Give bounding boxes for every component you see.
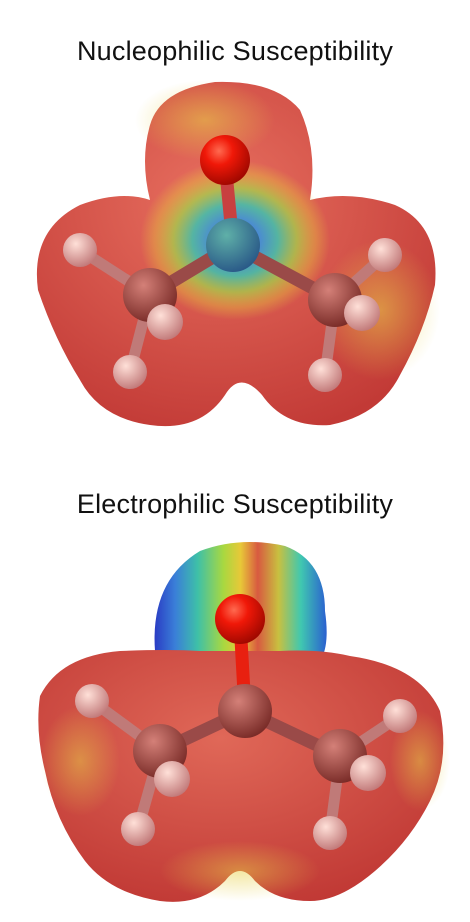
hydrogen-atom bbox=[154, 761, 190, 797]
carbon-atom bbox=[206, 218, 260, 272]
oxygen-atom bbox=[200, 135, 250, 185]
acetone-molecule-image bbox=[36, 80, 440, 427]
hydrogen-atom bbox=[383, 699, 417, 733]
acetone-molecule-image bbox=[38, 542, 450, 902]
hydrogen-atom bbox=[75, 684, 109, 718]
hydrogen-atom bbox=[368, 238, 402, 272]
hydrogen-atom bbox=[147, 304, 183, 340]
hydrogen-atom bbox=[344, 295, 380, 331]
oxygen-atom bbox=[215, 594, 265, 644]
hydrogen-atom bbox=[63, 233, 97, 267]
hydrogen-atom bbox=[350, 755, 386, 791]
electrophilic-panel: Electrophilic Susceptibility bbox=[0, 461, 470, 922]
panel-title: Electrophilic Susceptibility bbox=[76, 489, 394, 519]
hydrogen-atom bbox=[121, 812, 155, 846]
panel-title: Nucleophilic Susceptibility bbox=[76, 36, 394, 66]
hydrogen-atom bbox=[313, 816, 347, 850]
atoms bbox=[63, 135, 402, 392]
hydrogen-atom bbox=[113, 355, 147, 389]
atoms bbox=[75, 594, 417, 850]
nucleophilic-panel: Nucleophilic Susceptibility bbox=[36, 36, 440, 427]
hydrogen-atom bbox=[308, 358, 342, 392]
carbon-atom bbox=[218, 684, 272, 738]
